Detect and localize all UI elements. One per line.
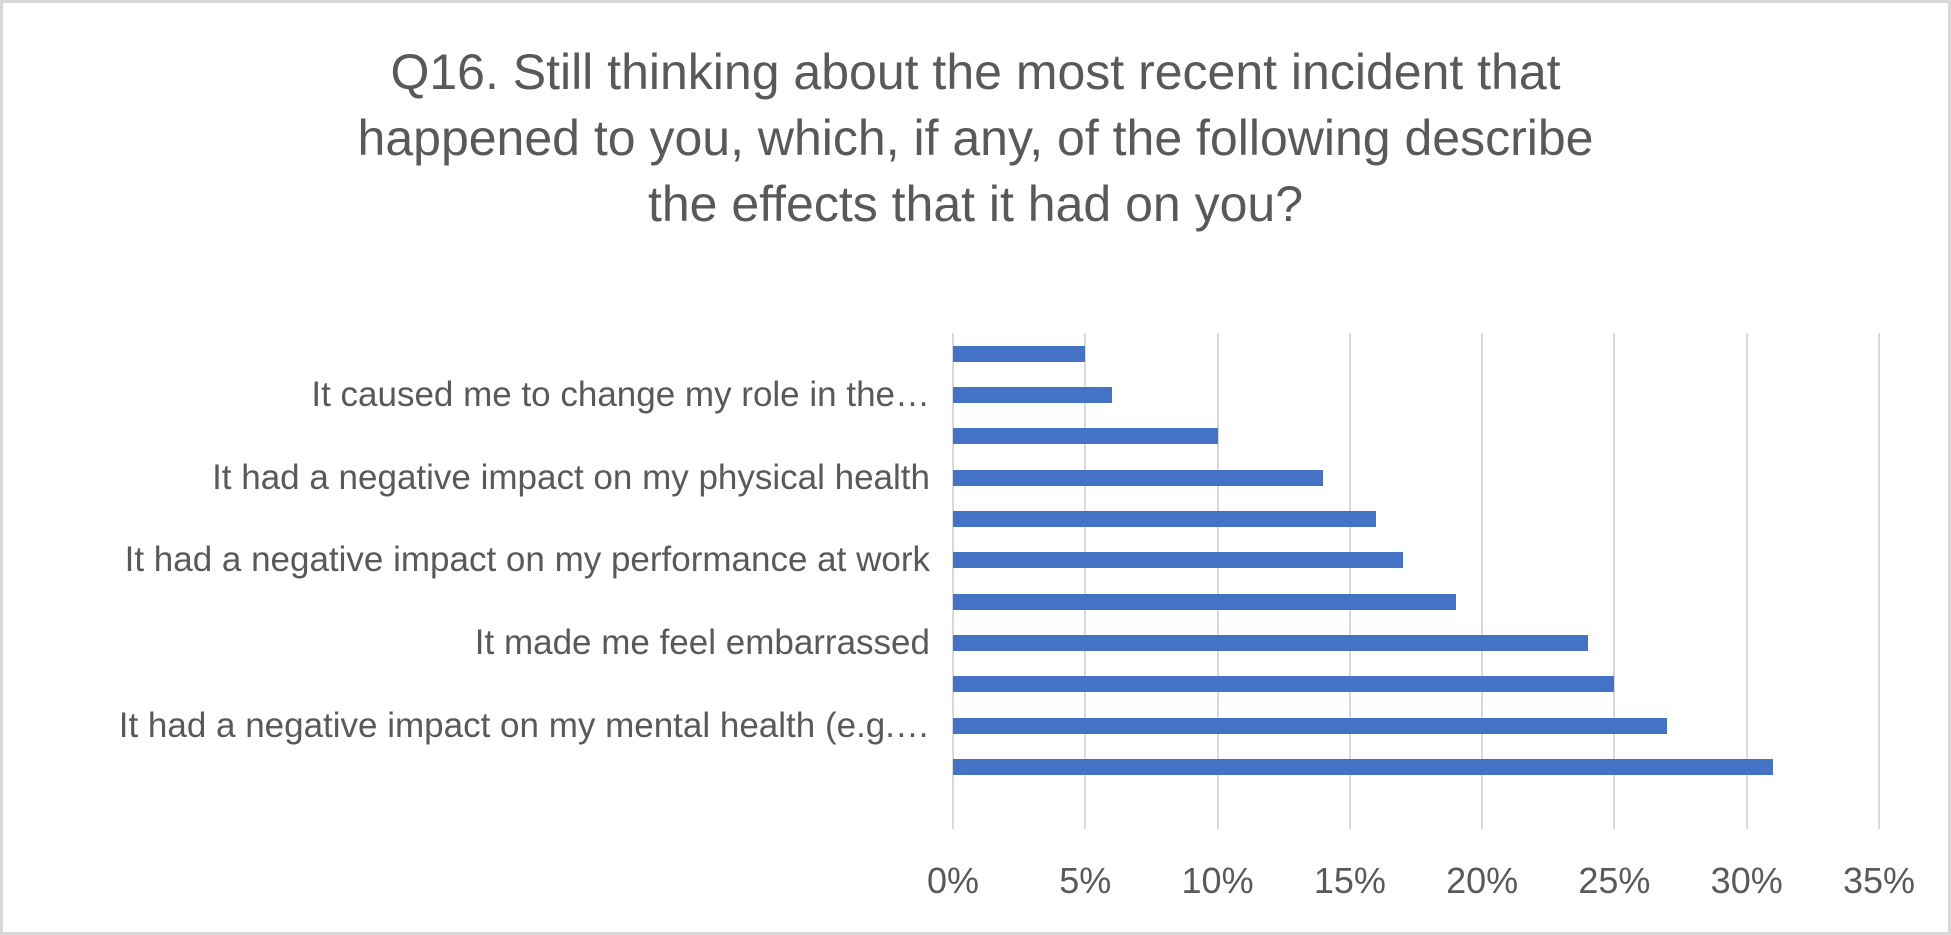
category-label: It had a negative impact on my performan…	[124, 540, 930, 580]
x-tick-label-10%: 10%	[1181, 860, 1254, 901]
category-label: It had a negative impact on my mental he…	[118, 705, 930, 745]
gridline-5%	[1084, 333, 1087, 829]
bar-value-27pct	[953, 717, 1668, 734]
chart-title-line-1: Q16. Still thinking about the most recen…	[390, 44, 1561, 100]
gridline-15%	[1348, 333, 1351, 829]
x-tick-label-25%: 25%	[1578, 860, 1651, 901]
category-label: It had a negative impact on my physical …	[212, 457, 930, 497]
gridline-10%	[1216, 333, 1219, 829]
x-tick-label-35%: 35%	[1842, 860, 1916, 901]
gridline-35%	[1878, 333, 1880, 829]
x-tick-label-5%: 5%	[1059, 860, 1112, 901]
bar-value-14pct	[953, 469, 1324, 486]
bar-value-17pct	[953, 552, 1403, 569]
plot-area	[952, 333, 1880, 829]
chart-title-line-3: the effects that it had on you?	[647, 176, 1304, 232]
category-label: It made me feel embarrassed	[474, 623, 930, 662]
x-tick-label-30%: 30%	[1710, 860, 1783, 901]
bar-value-25pct	[953, 676, 1615, 693]
gridline-20%	[1481, 333, 1484, 829]
bar-value-6pct	[953, 387, 1112, 403]
chart-title: Q16. Still thinking about the most recen…	[3, 39, 1948, 237]
gridline-30%	[1745, 333, 1748, 829]
x-tick-label-0%: 0%	[926, 860, 980, 901]
gridline-25%	[1613, 333, 1616, 829]
bar-value-10pct	[953, 428, 1218, 445]
x-tick-label-15%: 15%	[1313, 860, 1386, 901]
bar-value-19pct	[953, 593, 1456, 610]
bar-value-31pct	[953, 759, 1774, 775]
chart-title-line-2: happened to you, which, if any, of the f…	[357, 110, 1594, 166]
x-tick-label-20%: 20%	[1446, 860, 1519, 901]
category-label: It caused me to change my role in the…	[311, 375, 930, 414]
bar-value-16pct	[953, 511, 1377, 527]
bar-value-5pct	[953, 345, 1086, 362]
bar-value-24pct	[953, 635, 1588, 651]
gridline-0%	[952, 333, 954, 829]
